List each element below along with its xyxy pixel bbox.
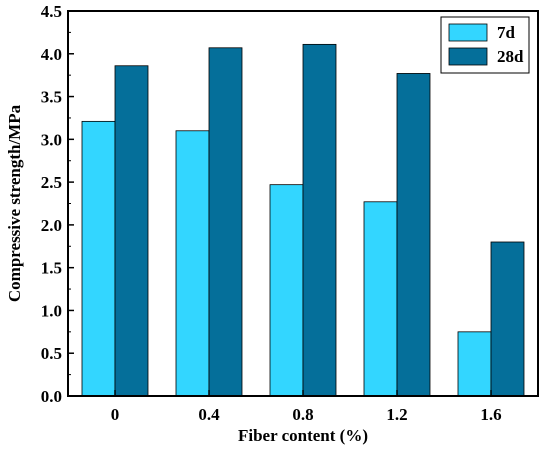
legend-label-28d: 28d	[497, 47, 524, 66]
y-tick-label: 0.0	[41, 387, 62, 406]
bar-28d-0	[114, 65, 149, 397]
bar-7d-1.2	[363, 201, 398, 397]
bar-7d-1.6	[457, 331, 492, 397]
y-tick-label: 2.0	[41, 216, 62, 235]
x-axis-label: Fiber content (%)	[238, 426, 368, 445]
y-tick-label: 3.0	[41, 130, 62, 149]
legend-label-7d: 7d	[497, 23, 516, 42]
bar-28d-0.4	[208, 47, 243, 397]
bar-28d-1.2	[396, 73, 431, 397]
y-tick-label: 4.5	[41, 2, 62, 21]
y-tick-label: 1.5	[41, 259, 62, 278]
x-tick-label: 1.6	[480, 405, 501, 424]
y-tick-label: 2.5	[41, 173, 62, 192]
x-tick-label: 0.8	[292, 405, 313, 424]
y-tick-label: 3.5	[41, 88, 62, 107]
bar-7d-0.4	[175, 130, 210, 397]
legend-swatch-7d	[448, 23, 488, 42]
bar-28d-1.6	[490, 241, 525, 397]
y-tick-label: 1.0	[41, 301, 62, 320]
x-tick-label: 0	[111, 405, 120, 424]
y-axis: 0.0 0.5 1.0 1.5 2.0 2.5 3.0 3.5 4.0 4.5	[41, 2, 74, 406]
x-axis: 0 0.4 0.8 1.2 1.6	[111, 390, 502, 424]
bar-7d-0	[81, 120, 116, 397]
y-tick-label: 4.0	[41, 45, 62, 64]
bar-28d-0.8	[302, 43, 337, 397]
y-axis-label: Compressive strength/MPa	[5, 104, 24, 302]
x-tick-label: 0.4	[198, 405, 220, 424]
bar-7d-0.8	[269, 184, 304, 397]
bars-layer	[81, 43, 525, 397]
y-tick-label: 0.5	[41, 344, 62, 363]
x-tick-label: 1.2	[386, 405, 407, 424]
legend-swatch-28d	[448, 47, 488, 66]
